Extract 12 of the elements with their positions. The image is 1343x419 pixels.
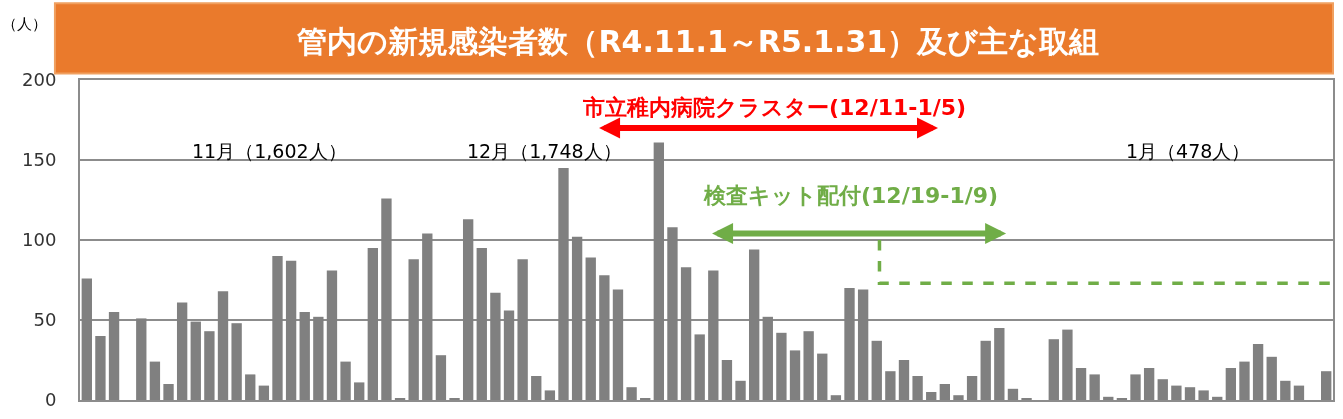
y-tick-label: 0 xyxy=(44,389,57,411)
chart-title: 管内の新規感染者数（R4.11.1～R5.1.31）及び主な取組 xyxy=(296,24,1100,60)
annotation: 検査キット配付(12/19-1/9) xyxy=(703,183,999,208)
y-tick-label: 100 xyxy=(22,229,57,251)
annotation: 市立稚内病院クラスター(12/11-1/5) xyxy=(582,95,967,120)
y-axis-title: （人） xyxy=(2,15,47,33)
annotation: 1月（478人） xyxy=(1126,140,1251,162)
annotation: 11月（1,602人） xyxy=(192,140,347,162)
y-tick-label: 150 xyxy=(22,149,57,171)
annotation: 12月（1,748人） xyxy=(467,140,622,162)
y-tick-label: 200 xyxy=(22,69,57,91)
y-tick-label: 50 xyxy=(33,309,57,331)
